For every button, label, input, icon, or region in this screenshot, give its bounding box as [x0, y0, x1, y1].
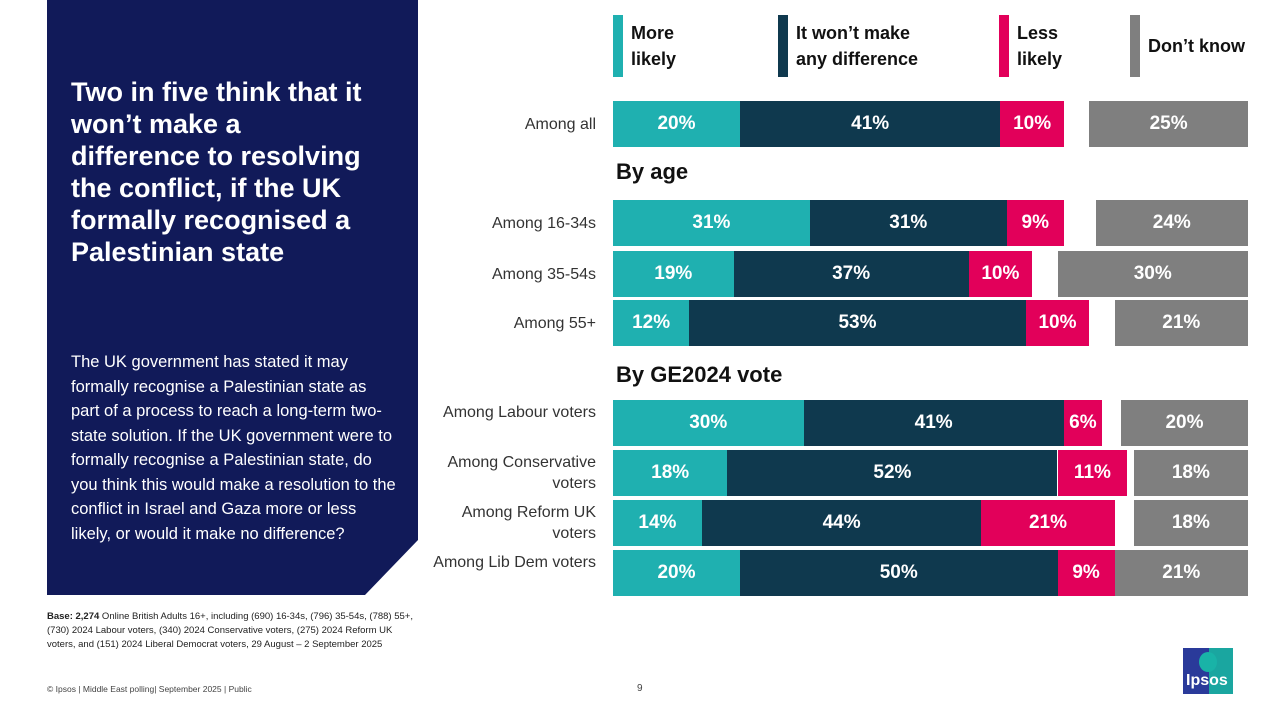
row-label: Among 35-54s: [491, 266, 596, 283]
legend-swatch: [613, 15, 623, 77]
row-label: Among 55+: [513, 315, 596, 332]
row-label: Among Lib Dem voters: [433, 554, 596, 571]
bar-segment: 10%: [1000, 101, 1064, 147]
page-number: 9: [637, 683, 643, 694]
legend-label: Less likely: [1017, 23, 1063, 69]
bar-segment: 9%: [1057, 550, 1115, 596]
legend-swatch: [1130, 15, 1140, 77]
bar-segment: 50%: [740, 550, 1058, 596]
bar-segment: 10%: [968, 251, 1033, 297]
bar-segment: 52%: [727, 450, 1058, 496]
section-heading: By age: [616, 159, 689, 184]
row-label: Among Reform UK voters: [461, 504, 596, 542]
bar-segment: 24%: [1095, 200, 1248, 246]
base-note: Base: 2,274 Online British Adults 16+, i…: [47, 610, 417, 652]
bar-segment: 20%: [1121, 400, 1248, 446]
bar-segment: 21%: [1114, 550, 1248, 596]
base-label: Base: 2,274: [47, 611, 100, 622]
bar-segment: 9%: [1006, 200, 1064, 246]
bar-segment: 37%: [733, 251, 969, 297]
bar-segment: 10%: [1025, 300, 1090, 346]
legend-item: Less likely: [999, 15, 1077, 77]
bar-segment: 11%: [1057, 450, 1128, 496]
bar-segment: 31%: [809, 200, 1007, 246]
footer: © Ipsos | Middle East polling| September…: [47, 684, 252, 694]
bar-segment: 21%: [981, 500, 1115, 546]
legend-item: It won’t make any difference: [778, 15, 946, 77]
legend-label: It won’t make any difference: [796, 23, 919, 69]
legend-swatch: [778, 15, 788, 77]
row-label: Among 16-34s: [491, 215, 596, 232]
headline: Two in five think that it won’t make a d…: [71, 77, 362, 267]
bar-segment: 25%: [1089, 101, 1248, 147]
head-icon: [1199, 652, 1217, 672]
legend-label: Don’t know: [1148, 36, 1245, 56]
summary-panel: Two in five think that it won’t make a d…: [47, 0, 418, 595]
bar-segment: 53%: [689, 300, 1026, 346]
bar-segment: 20%: [613, 550, 740, 596]
bar-segment: 18%: [613, 450, 728, 496]
question-text: The UK government has stated it may form…: [71, 353, 396, 543]
row-label: Among Labour voters: [443, 404, 596, 421]
legend-item: Don’t know: [1130, 15, 1278, 77]
bar-segment: 12%: [613, 300, 690, 346]
row-label: Among all: [524, 116, 596, 133]
ipsos-logo: Ipsos: [1183, 648, 1233, 694]
bar-segment: 44%: [701, 500, 982, 546]
bar-segment: 41%: [740, 101, 1001, 147]
bar-segment: 41%: [803, 400, 1064, 446]
bar-segment: 31%: [613, 200, 810, 246]
row-label: Among Conservative voters: [447, 454, 596, 492]
legend-label: More likely: [631, 23, 677, 69]
legend-item: More likely: [613, 15, 691, 77]
legend-swatch: [999, 15, 1009, 77]
base-text: Online British Adults 16+, including (69…: [47, 611, 413, 650]
bar-segment: 14%: [613, 500, 702, 546]
bar-segment: 30%: [1057, 251, 1248, 297]
bar-segment: 21%: [1114, 300, 1248, 346]
bar-segment: 19%: [613, 251, 734, 297]
bar-segment: 18%: [1133, 500, 1248, 546]
bar-segment: 20%: [613, 101, 740, 147]
bar-segment: 30%: [613, 400, 804, 446]
bar-segment: 18%: [1133, 450, 1248, 496]
bar-segment: 6%: [1063, 400, 1102, 446]
section-heading: By GE2024 vote: [616, 362, 783, 387]
